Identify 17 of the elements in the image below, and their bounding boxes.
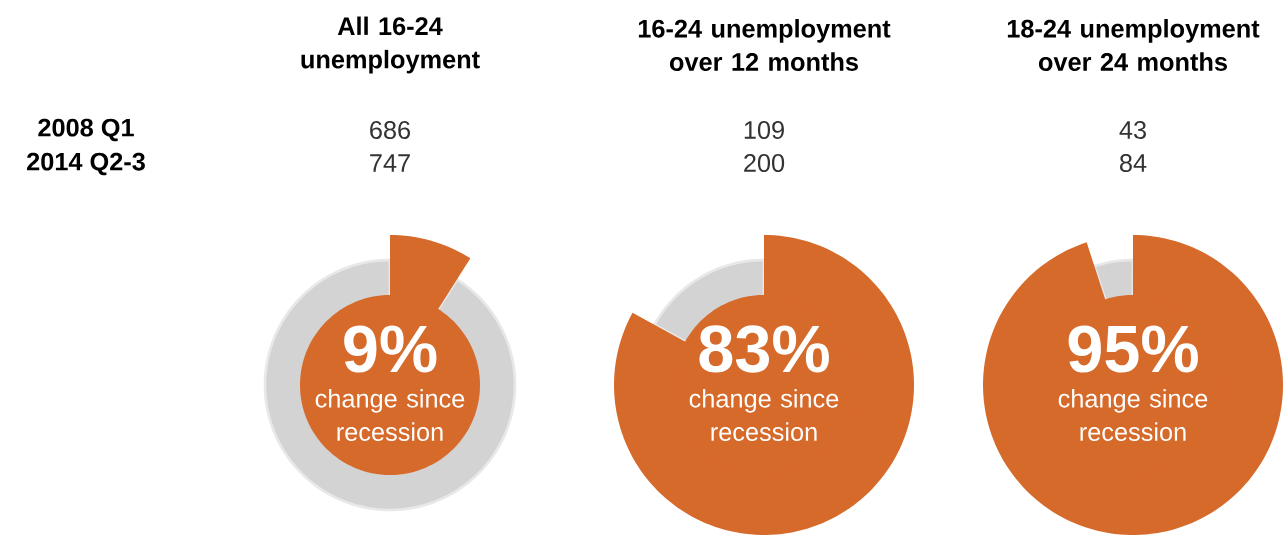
text: change since recession xyxy=(689,389,839,441)
chart-title: 18-24 unemployment over 24 months xyxy=(1007,19,1260,71)
data-label: 95% xyxy=(1068,325,1198,373)
data-label: 83% xyxy=(699,325,829,373)
text: 2014 Q2-3 xyxy=(27,152,145,176)
text: 109 xyxy=(744,121,784,139)
text: change since recession xyxy=(315,389,465,441)
text: 747 xyxy=(370,154,410,172)
text: 686 xyxy=(370,121,411,139)
data-label: 9% xyxy=(344,325,437,373)
chart-title: 16-24 unemployment over 12 months xyxy=(638,19,891,71)
text: 84 xyxy=(1120,154,1147,172)
text: 2008 Q1 xyxy=(38,118,134,142)
text: change since recession xyxy=(1058,389,1208,441)
chart-title: All 16-24 unemployment xyxy=(301,16,480,74)
text: 43 xyxy=(1119,121,1146,139)
text: 200 xyxy=(744,154,785,172)
